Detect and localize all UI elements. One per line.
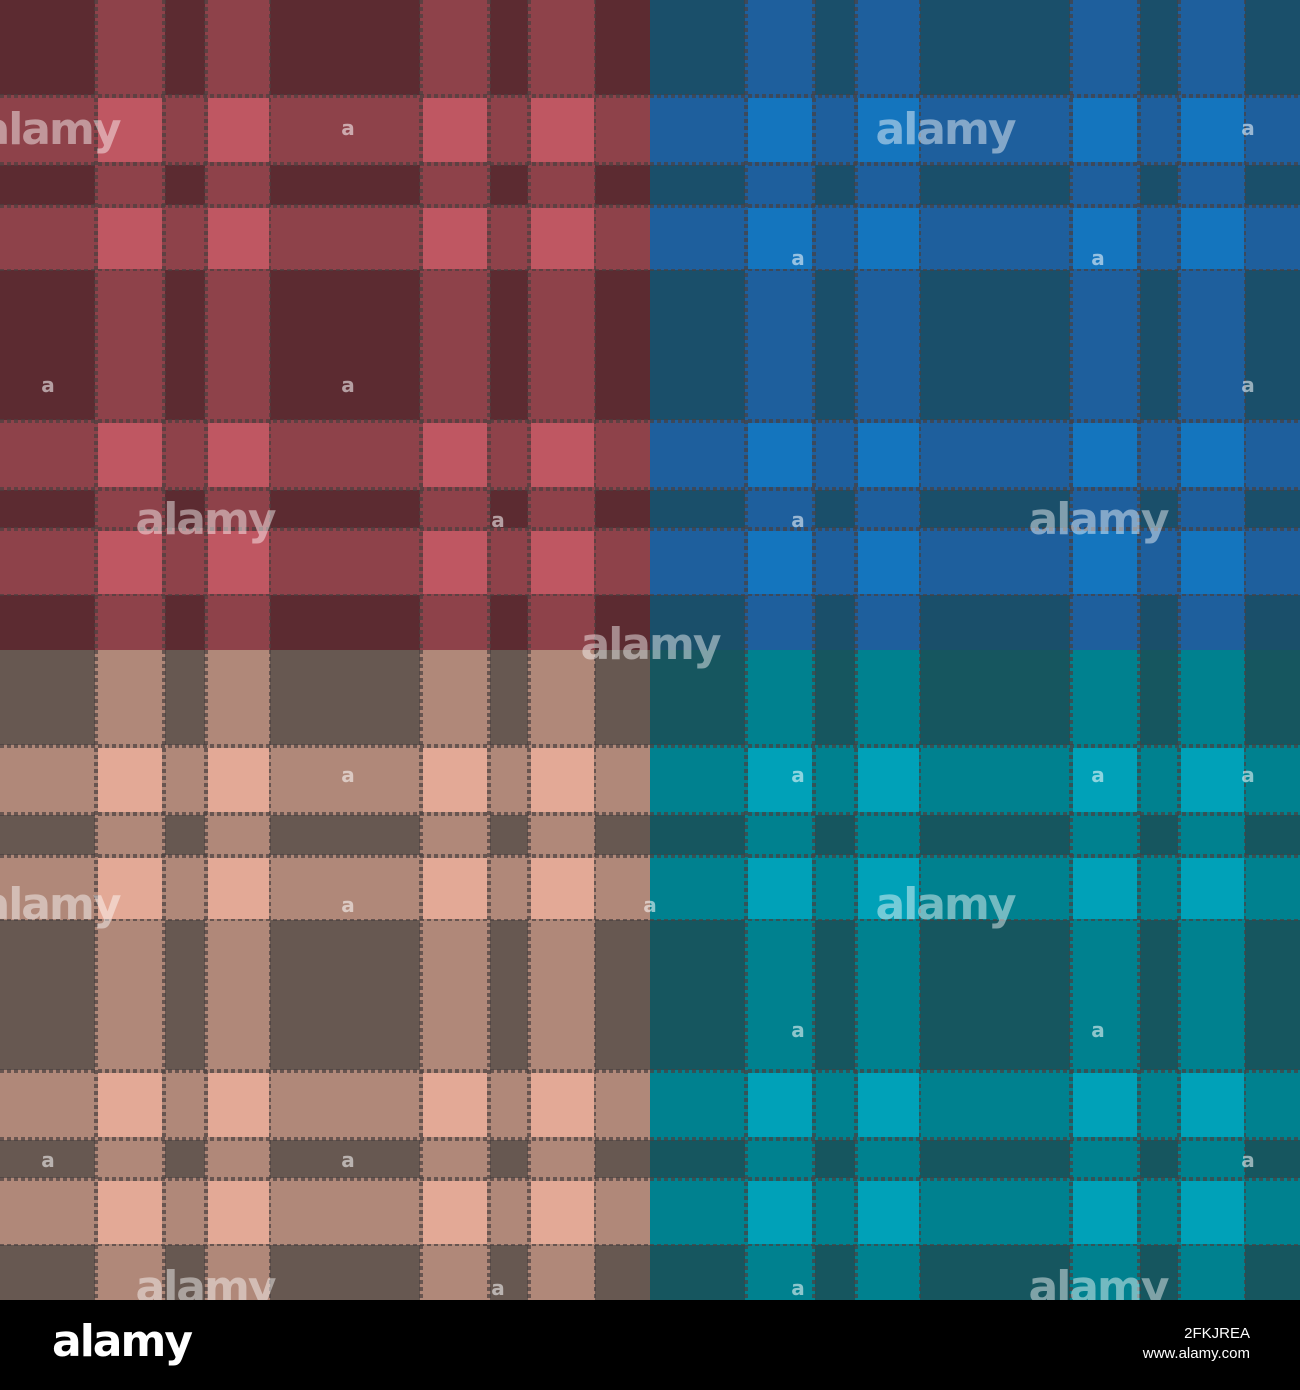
image-id: 2FKJREA xyxy=(1184,1325,1250,1342)
footer-image-info: 2FKJREA www.alamy.com xyxy=(1143,1324,1250,1364)
plaid-pattern-artwork xyxy=(0,0,1300,1300)
plaid-quadrant-tan xyxy=(0,650,650,1300)
plaid-quadrant-teal xyxy=(650,650,1300,1300)
plaid-quadrant-blue xyxy=(650,0,1300,650)
footer-logo: alamy xyxy=(52,1316,193,1367)
site-url: www.alamy.com xyxy=(1142,1345,1250,1362)
footer-bar: alamy 2FKJREA www.alamy.com xyxy=(0,1300,1300,1390)
plaid-quadrant-red xyxy=(0,0,650,650)
